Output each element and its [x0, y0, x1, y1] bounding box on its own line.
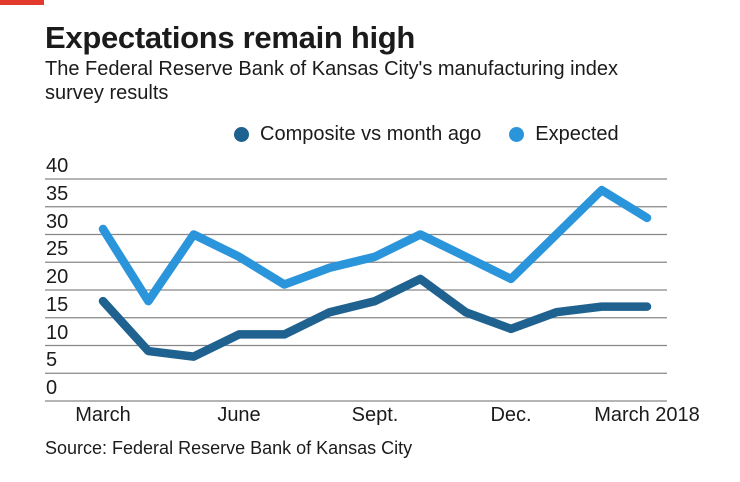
chart-title: Expectations remain high [45, 20, 416, 55]
legend-label: Composite vs month ago [260, 123, 482, 145]
x-tick-label: March 2018 [594, 404, 700, 426]
y-tick-label: 25 [46, 238, 69, 261]
legend-dot-icon [234, 127, 249, 142]
legend-item: Composite vs month ago [234, 123, 481, 146]
expected-line [98, 185, 652, 306]
legend-item: Expected [509, 123, 619, 146]
y-tick-label: 30 [46, 210, 69, 233]
y-tick-label: 40 [46, 155, 69, 177]
chart-subtitle: The Federal Reserve Bank of Kansas City'… [45, 58, 618, 105]
y-tick-label: 20 [46, 266, 69, 288]
y-tick-label: 15 [46, 293, 69, 316]
legend-dot-icon [509, 127, 525, 142]
y-tick-label: 10 [46, 321, 69, 344]
y-tick-label: 0 [46, 377, 58, 399]
accent-bar [0, 0, 44, 5]
x-tick-label: Dec. [490, 404, 532, 426]
x-tick-label: June [217, 404, 261, 426]
composite-line [98, 274, 652, 361]
x-tick-label: March [75, 404, 131, 426]
legend: Composite vs month ago Expected [234, 123, 633, 146]
source-note: Source: Federal Reserve Bank of Kansas C… [45, 438, 413, 458]
y-tick-label: 5 [46, 349, 58, 372]
legend-label: Expected [535, 123, 619, 145]
y-tick-label: 35 [46, 182, 69, 205]
x-tick-label: Sept. [351, 404, 399, 426]
